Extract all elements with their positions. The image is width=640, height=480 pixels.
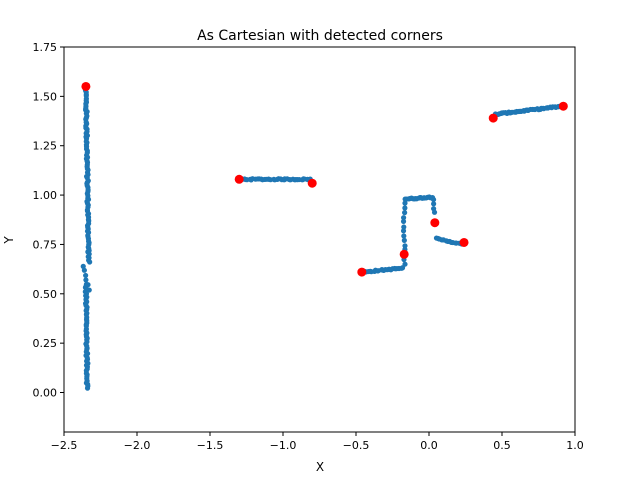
corner-point (307, 178, 317, 188)
scan-point (402, 261, 408, 267)
scan-point (80, 263, 86, 269)
scan-point (402, 210, 408, 216)
scan-point (87, 259, 93, 265)
corner-point (459, 237, 469, 247)
scan-point (431, 209, 438, 215)
x-axis-label: X (316, 460, 324, 474)
corner-point (558, 101, 568, 111)
x-tick-label: −0.5 (343, 439, 370, 452)
y-tick-label: 1.50 (33, 90, 58, 103)
x-tick-label: 0.5 (493, 439, 511, 452)
plot-frame (63, 46, 576, 433)
corner-point (234, 174, 244, 184)
scan-point (83, 272, 89, 279)
scan-point (401, 237, 407, 243)
y-tick-label: 1.00 (33, 189, 58, 202)
y-axis-label: Y (2, 236, 16, 245)
chart-title: As Cartesian with detected corners (197, 28, 443, 44)
scan-point (402, 200, 408, 206)
scan-point (400, 218, 407, 225)
scan-point (431, 201, 437, 207)
plot-points (80, 81, 568, 391)
x-tick-label: −1.0 (270, 439, 297, 452)
x-tick-label: −2.0 (124, 439, 151, 452)
x-axis-ticks: −2.5 −2.0 −1.5 −1.0 −0.5 0.0 0.5 1.0 (51, 432, 584, 452)
y-tick-label: 1.75 (33, 41, 58, 54)
scan-point (401, 224, 407, 230)
scan-point (402, 205, 408, 211)
scan-point (402, 243, 408, 249)
y-tick-label: 0.50 (33, 288, 58, 301)
x-tick-label: −2.5 (51, 439, 78, 452)
y-axis-ticks: 0.00 0.25 0.50 0.75 1.00 1.25 1.50 1.75 (33, 41, 64, 400)
corner-point (488, 113, 498, 123)
scan-point (401, 233, 407, 239)
corner-point (399, 249, 409, 259)
corner-point (81, 81, 91, 91)
scan-point (401, 215, 407, 221)
corner-point (430, 218, 440, 228)
y-tick-label: 0.25 (33, 337, 58, 350)
y-tick-label: 0.75 (33, 238, 58, 251)
x-tick-label: 1.0 (566, 439, 584, 452)
x-tick-label: 0.0 (420, 439, 438, 452)
scan-point (84, 385, 91, 391)
scan-point (400, 228, 407, 234)
scan-point (81, 267, 87, 273)
scan-point (83, 277, 89, 283)
y-tick-label: 1.25 (33, 140, 58, 153)
scan-point (430, 196, 437, 203)
x-tick-label: −1.5 (197, 439, 224, 452)
y-tick-label: 0.00 (33, 387, 58, 400)
corner-point (357, 267, 367, 277)
